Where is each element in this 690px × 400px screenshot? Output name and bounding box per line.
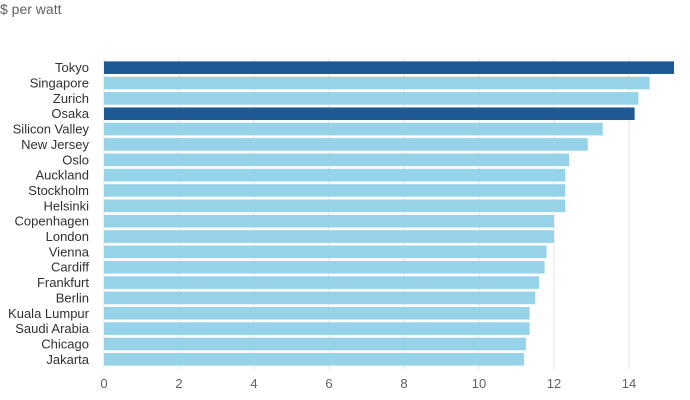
category-label: Jakarta (46, 352, 89, 367)
category-label: Oslo (62, 152, 89, 167)
bar (104, 92, 639, 105)
category-label: Silicon Valley (13, 122, 90, 137)
bar (104, 122, 603, 136)
x-tick-label: 14 (622, 376, 636, 391)
bar (104, 306, 530, 320)
category-label: Stockholm (28, 183, 89, 198)
category-label: Tokyo (55, 60, 89, 75)
bar (104, 291, 536, 305)
category-label: London (46, 229, 89, 244)
x-tick-label: 10 (472, 376, 486, 391)
x-tick-label: 12 (547, 376, 561, 391)
category-label: Helsinki (43, 198, 89, 213)
bar (104, 276, 539, 289)
bar (104, 199, 566, 213)
bar (104, 76, 650, 90)
bar (104, 138, 588, 151)
x-tick-label: 2 (175, 376, 182, 391)
bar (104, 184, 566, 197)
x-tick-label: 8 (400, 376, 407, 391)
category-label: Chicago (41, 336, 89, 351)
category-label: Cardiff (51, 260, 89, 275)
bar (104, 107, 635, 121)
category-label: Zurich (53, 91, 89, 106)
bar (104, 168, 566, 182)
category-label: Vienna (49, 244, 90, 259)
category-label: Singapore (30, 76, 89, 91)
unit-label: $ per watt (0, 1, 62, 17)
category-label: New Jersey (21, 137, 89, 152)
category-label: Kuala Lumpur (8, 306, 90, 321)
bar (104, 260, 545, 274)
bar (104, 230, 554, 243)
x-tick-label: 6 (325, 376, 332, 391)
category-label: Osaka (51, 106, 89, 121)
category-label: Frankfurt (37, 275, 89, 290)
bar (104, 153, 569, 167)
bar (104, 214, 554, 228)
category-label: Copenhagen (15, 214, 89, 229)
bar (104, 322, 530, 335)
bar (104, 353, 524, 366)
x-tick-label: 0 (100, 376, 107, 391)
bar (104, 245, 547, 259)
category-label: Berlin (56, 290, 89, 305)
category-label: Saudi Arabia (15, 321, 89, 336)
bar (104, 61, 674, 74)
x-tick-label: 4 (250, 376, 257, 391)
bar (104, 337, 526, 351)
category-label: Auckland (36, 168, 89, 183)
